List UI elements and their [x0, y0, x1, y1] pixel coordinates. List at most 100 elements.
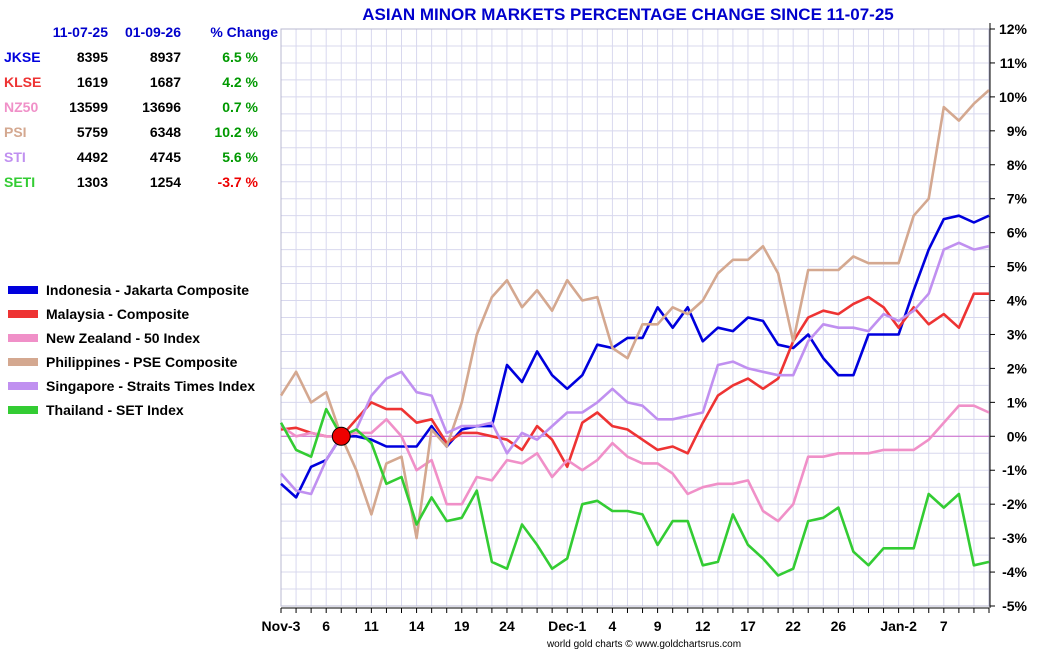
chart-grid: [280, 28, 990, 607]
percent-change: 5.6 %: [222, 149, 258, 165]
start-value: 1303: [76, 174, 108, 190]
change-header: % Change: [210, 24, 278, 40]
y-tick-label: 12%: [999, 21, 1028, 37]
y-tick-label: -4%: [1002, 564, 1027, 580]
end-date-header: 01-09-26: [124, 24, 181, 40]
y-tick-label: 11%: [1000, 55, 1028, 71]
table-row: JKSE 8395 8937 6.5 %: [0, 47, 290, 72]
legend-swatch: [8, 382, 38, 390]
legend-label: Thailand - SET Index: [46, 402, 184, 418]
start-value: 5759: [76, 124, 108, 140]
y-axis: 12% 11% 10% 9% 8% 7% 6% 5% 4% 3% 2% 1% 0% -1% -2% -3% -4…: [989, 21, 1028, 614]
chart-series-group: [279, 89, 990, 577]
y-tick-label: 4%: [1007, 293, 1028, 309]
table-row: PSI 5759 6348 10.2 %: [0, 122, 290, 147]
percent-change: -3.7 %: [217, 174, 258, 190]
index-symbol: STI: [4, 149, 26, 165]
legend-swatch: [8, 334, 38, 342]
end-value: 6348: [149, 124, 181, 140]
x-tick-label: Nov-3: [262, 618, 301, 634]
x-tick-label: 19: [454, 618, 470, 634]
y-tick-label: 9%: [1007, 123, 1028, 139]
table-row: SETI 1303 1254 -3.7 %: [0, 172, 290, 197]
y-tick-label: 0%: [1007, 428, 1028, 444]
x-tick-label: 6: [322, 618, 330, 634]
end-value: 13696: [142, 99, 181, 115]
series-line-4: [280, 241, 990, 496]
y-tick-label: 7%: [1007, 191, 1028, 207]
start-value: 4492: [76, 149, 108, 165]
series-line-2: [280, 404, 990, 523]
index-symbol: KLSE: [4, 74, 42, 90]
legend-item: Philippines - PSE Composite: [8, 350, 255, 374]
end-value: 4745: [149, 149, 181, 165]
percent-change: 4.2 %: [222, 74, 258, 90]
percent-change: 6.5 %: [222, 49, 258, 65]
legend-label: Malaysia - Composite: [46, 306, 190, 322]
y-tick-label: -1%: [1002, 462, 1027, 478]
start-date-marker: [331, 426, 351, 446]
start-date-header: 11-07-25: [52, 24, 108, 40]
x-tick-label: 4: [609, 618, 617, 634]
y-tick-label: -5%: [1002, 598, 1027, 614]
legend-label: Philippines - PSE Composite: [46, 354, 238, 370]
x-tick-label: 9: [654, 618, 662, 634]
x-tick-label: 24: [499, 618, 515, 634]
end-value: 1687: [149, 74, 181, 90]
start-value: 13599: [69, 99, 108, 115]
x-tick-label: 11: [364, 618, 379, 634]
index-symbol: PSI: [4, 124, 27, 140]
legend-item: Indonesia - Jakarta Composite: [8, 278, 255, 302]
start-value: 8395: [76, 49, 108, 65]
index-symbol: NZ50: [4, 99, 39, 115]
percent-change: 10.2 %: [214, 124, 258, 140]
legend-label: Singapore - Straits Times Index: [46, 378, 256, 394]
legend-item: New Zealand - 50 Index: [8, 326, 255, 350]
legend-swatch: [8, 358, 38, 366]
x-tick-label: 7: [940, 618, 948, 634]
legend-item: Malaysia - Composite: [8, 302, 255, 326]
legend-swatch: [8, 286, 38, 294]
y-tick-label: 1%: [1007, 394, 1028, 410]
chart-credit: world gold charts © www.goldchartsrus.co…: [546, 639, 741, 650]
legend-label: Indonesia - Jakarta Composite: [46, 282, 250, 298]
percent-change: 0.7 %: [222, 99, 258, 115]
legend-swatch: [8, 406, 38, 414]
plot-border: [280, 28, 990, 607]
x-tick-label: Dec-1: [548, 618, 586, 634]
x-tick-label: 26: [831, 618, 847, 634]
y-tick-label: -2%: [1002, 496, 1027, 512]
x-axis: Nov-3 6 11 14 19 24 Dec-1 4 9 12 17 22 26 Jan-2 7: [262, 607, 990, 634]
series-line-5: [279, 407, 990, 577]
y-tick-label: 6%: [1007, 225, 1028, 241]
x-tick-label: 22: [785, 618, 801, 634]
table-header-row: 11-07-25 01-09-26 % Change: [0, 22, 290, 47]
series-line-3: [279, 89, 990, 540]
index-symbol: JKSE: [4, 49, 41, 65]
x-tick-label: Jan-2: [880, 618, 917, 634]
y-tick-label: 2%: [1007, 360, 1028, 376]
start-value: 1619: [76, 74, 108, 90]
chart-title: ASIAN MINOR MARKETS PERCENTAGE CHANGE SI…: [362, 5, 894, 24]
series-line-1: [280, 292, 989, 469]
performance-table: 11-07-25 01-09-26 % Change JKSE 8395 8937 6…: [0, 22, 290, 197]
table-row: NZ50 13599 13696 0.7 %: [0, 97, 290, 122]
y-tick-label: -3%: [1002, 530, 1027, 546]
end-value: 8937: [149, 49, 181, 65]
x-tick-label: 12: [695, 618, 711, 634]
table-row: STI 4492 4745 5.6 %: [0, 147, 290, 172]
index-symbol: SETI: [4, 174, 36, 190]
y-tick-label: 5%: [1007, 259, 1028, 275]
end-value: 1254: [149, 174, 181, 190]
legend-item: Thailand - SET Index: [8, 398, 255, 422]
legend-swatch: [8, 310, 38, 318]
y-tick-label: 10%: [999, 89, 1028, 105]
series-line-0: [280, 214, 990, 499]
chart-legend: Indonesia - Jakarta Composite Malaysia - …: [8, 278, 255, 422]
table-row: KLSE 1619 1687 4.2 %: [0, 72, 290, 97]
x-tick-label: 14: [409, 618, 425, 634]
legend-label: New Zealand - 50 Index: [46, 330, 201, 346]
x-tick-label: 17: [740, 618, 756, 634]
y-tick-label: 3%: [1007, 326, 1028, 342]
legend-item: Singapore - Straits Times Index: [8, 374, 255, 398]
